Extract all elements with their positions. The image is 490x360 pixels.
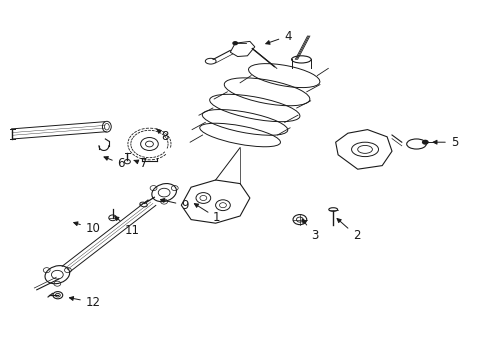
Text: 6: 6 <box>104 157 125 170</box>
Circle shape <box>232 41 238 45</box>
Circle shape <box>422 140 429 145</box>
Text: 11: 11 <box>115 217 140 237</box>
Text: 1: 1 <box>195 204 220 224</box>
Text: 2: 2 <box>337 219 360 242</box>
Text: 10: 10 <box>74 222 100 235</box>
Text: 7: 7 <box>134 157 147 170</box>
Text: 9: 9 <box>161 199 189 212</box>
Text: 8: 8 <box>157 129 169 143</box>
Text: 4: 4 <box>266 30 292 44</box>
Text: 3: 3 <box>302 219 318 242</box>
Text: 5: 5 <box>433 136 458 149</box>
Text: 12: 12 <box>70 296 101 309</box>
